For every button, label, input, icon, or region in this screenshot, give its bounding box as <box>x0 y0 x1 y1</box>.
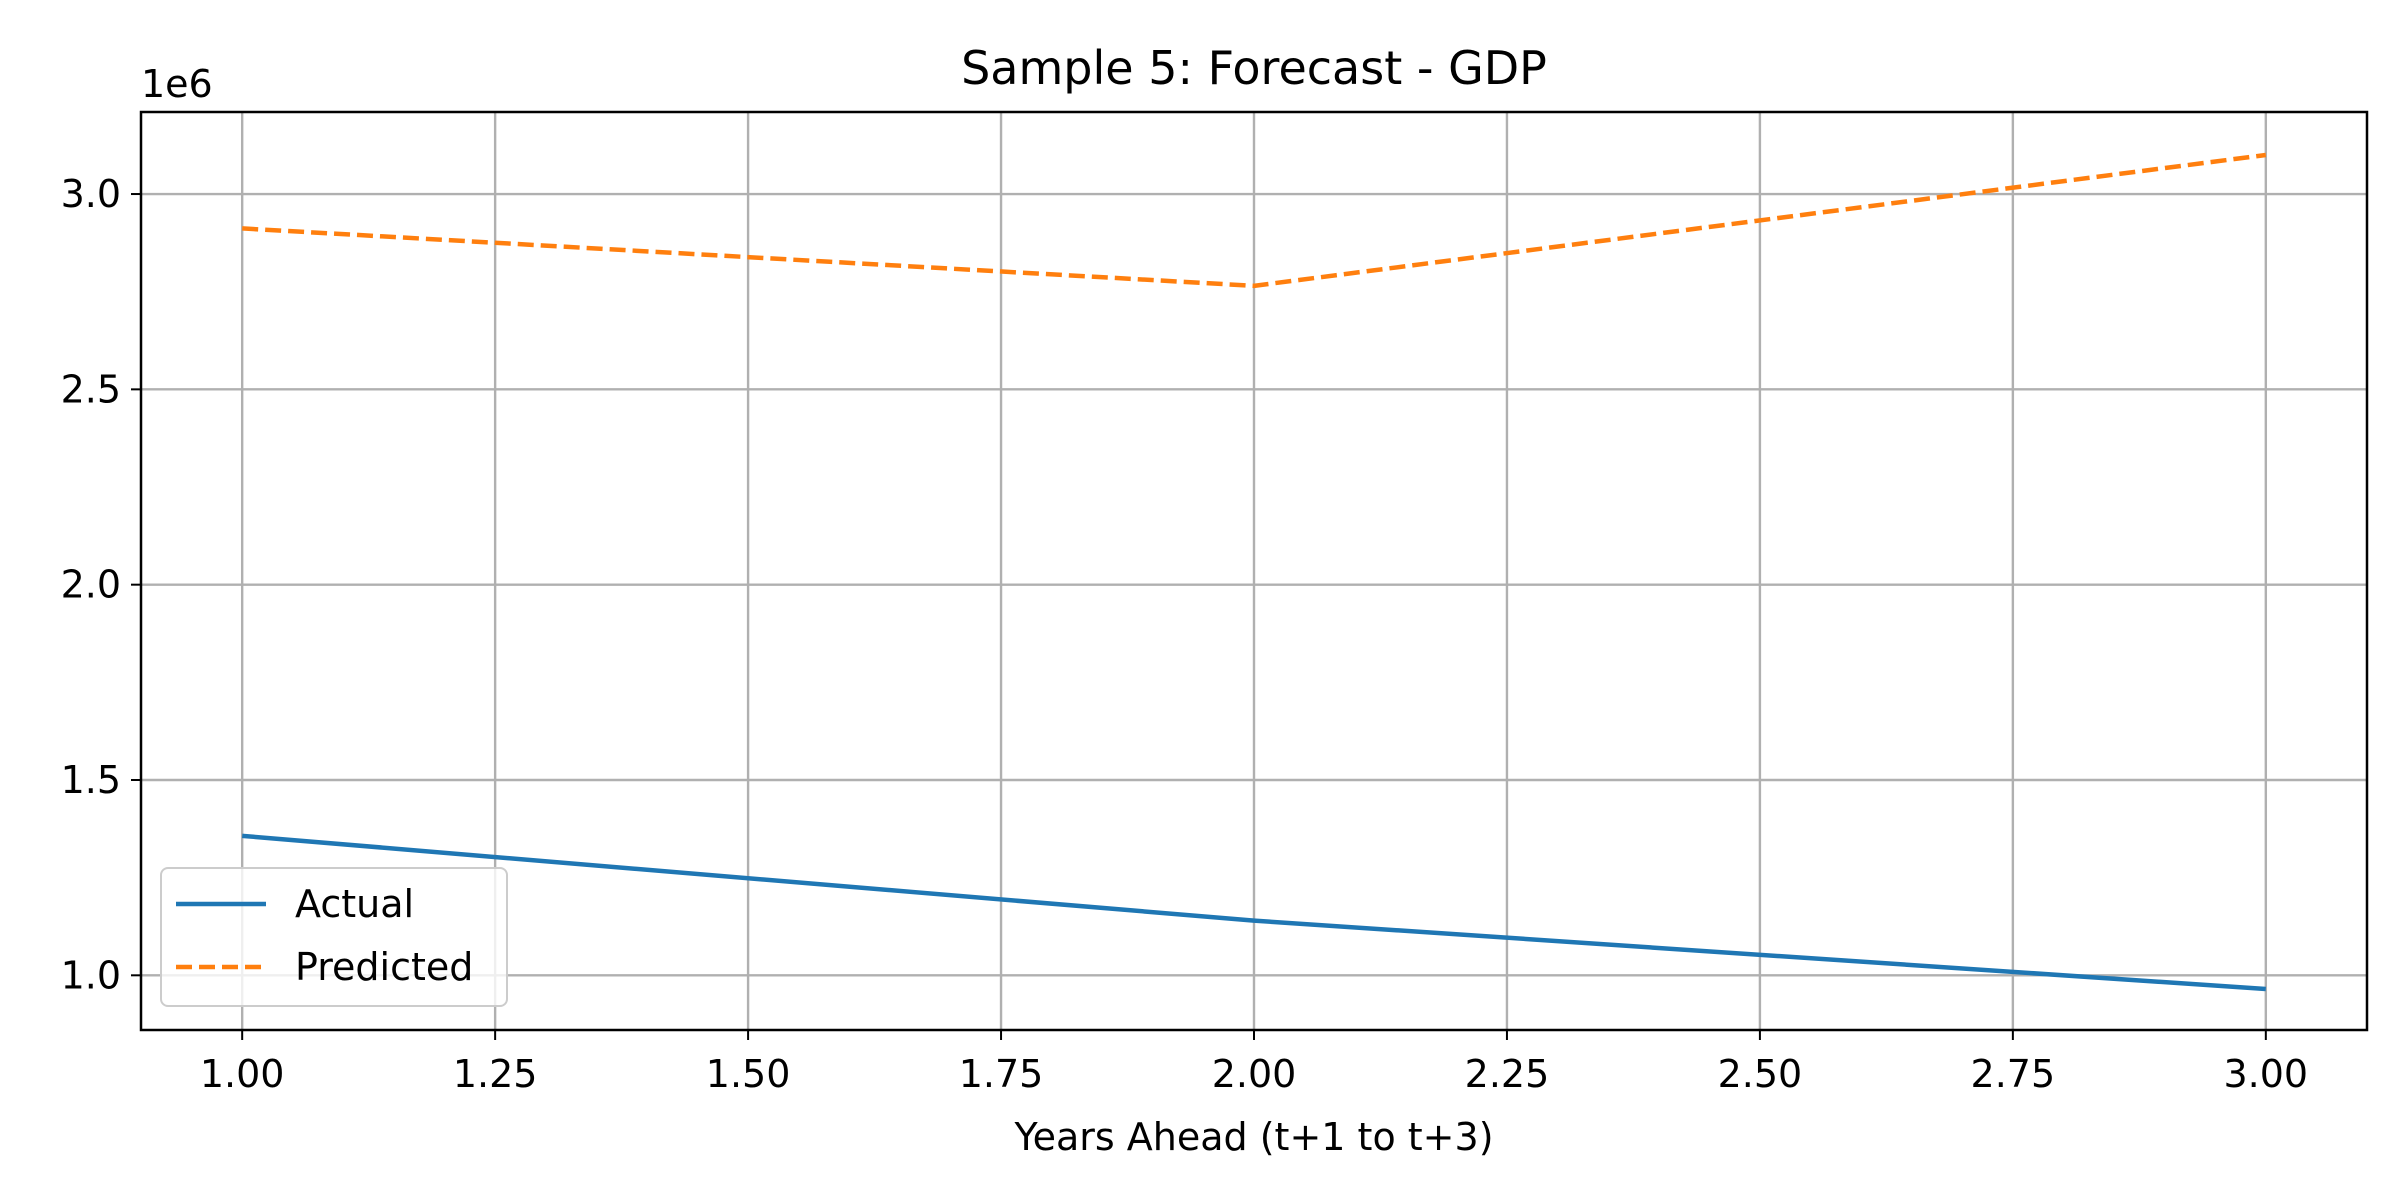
x-tick-label: 3.00 <box>2224 1052 2309 1096</box>
x-axis: 1.00 1.25 1.50 1.75 2.00 2.25 2.50 2.75 3.00 <box>200 1030 2308 1096</box>
y-tick-label: 3.0 <box>61 172 121 216</box>
y-axis-offset-label: 1e6 <box>141 62 213 106</box>
x-tick-label: 2.00 <box>1212 1052 1297 1096</box>
y-tick-label: 2.0 <box>61 563 121 607</box>
x-tick-label: 2.75 <box>1971 1052 2056 1096</box>
x-tick-label: 1.75 <box>959 1052 1044 1096</box>
series-layer <box>241 152 2267 992</box>
series-line-predicted <box>242 152 2267 289</box>
x-tick-label: 1.50 <box>706 1052 791 1096</box>
y-tick-label: 1.5 <box>61 758 121 802</box>
y-axis: 1.0 1.5 2.0 2.5 3.0 <box>61 172 141 997</box>
series-line-actual <box>241 833 2266 992</box>
x-tick-label: 2.25 <box>1465 1052 1550 1096</box>
x-axis-title: Years Ahead (t+1 to t+3) <box>1013 1115 1493 1159</box>
grid-layer <box>141 112 2367 1030</box>
x-tick-label: 1.00 <box>200 1052 285 1096</box>
legend-label-predicted: Predicted <box>295 945 473 989</box>
y-tick-label: 2.5 <box>61 367 121 411</box>
x-tick-label: 1.25 <box>453 1052 538 1096</box>
y-tick-label: 1.0 <box>61 953 121 997</box>
x-tick-label: 2.50 <box>1718 1052 1803 1096</box>
legend: Actual Predicted <box>160 867 508 1007</box>
chart-title: Sample 5: Forecast - GDP <box>961 41 1547 95</box>
legend-label-actual: Actual <box>295 882 414 926</box>
